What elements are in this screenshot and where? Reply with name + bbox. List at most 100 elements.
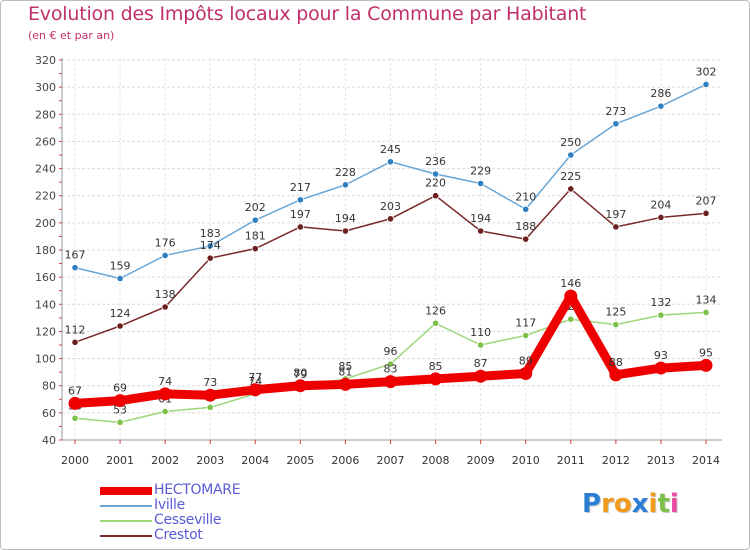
data-point bbox=[206, 254, 214, 262]
data-point bbox=[609, 368, 623, 382]
legend-item: Crestot bbox=[100, 528, 320, 543]
data-label: 95 bbox=[699, 346, 713, 359]
legend-label: HECTOMARE bbox=[154, 482, 241, 498]
data-point bbox=[251, 245, 259, 253]
data-point bbox=[657, 311, 665, 319]
data-label: 183 bbox=[200, 227, 221, 240]
data-label: 302 bbox=[696, 65, 717, 78]
data-label: 80 bbox=[293, 367, 307, 380]
x-tick-label: 2002 bbox=[151, 454, 179, 467]
data-point bbox=[386, 360, 395, 368]
data-label: 197 bbox=[605, 208, 626, 221]
data-point bbox=[477, 341, 485, 349]
data-point bbox=[206, 403, 214, 412]
data-point bbox=[657, 213, 665, 222]
data-label: 194 bbox=[335, 212, 356, 225]
data-point bbox=[564, 289, 578, 303]
x-tick-label: 2004 bbox=[241, 454, 269, 467]
data-label: 228 bbox=[335, 166, 356, 179]
x-tick-label: 2014 bbox=[692, 454, 720, 467]
data-label: 53 bbox=[113, 403, 127, 416]
y-tick-label: 100 bbox=[35, 353, 56, 366]
data-point bbox=[612, 120, 620, 128]
logo-letter: i bbox=[648, 489, 658, 519]
x-tick-label: 2012 bbox=[602, 454, 630, 467]
data-point bbox=[431, 192, 440, 200]
data-label: 81 bbox=[338, 365, 352, 378]
logo-letter: P bbox=[582, 489, 602, 519]
y-tick-label: 300 bbox=[35, 81, 56, 94]
logo-letter: x bbox=[631, 489, 649, 519]
x-tick-label: 2006 bbox=[331, 454, 359, 467]
data-point bbox=[702, 209, 710, 217]
legend-label: Crestot bbox=[154, 527, 203, 543]
y-tick-label: 120 bbox=[35, 325, 56, 338]
data-label: 210 bbox=[515, 190, 536, 203]
data-label: 202 bbox=[245, 201, 266, 214]
data-point bbox=[113, 394, 127, 408]
data-point bbox=[206, 242, 214, 250]
data-label: 79 bbox=[293, 368, 307, 381]
data-label: 197 bbox=[290, 208, 311, 221]
x-tick-label: 2010 bbox=[512, 454, 540, 467]
data-point bbox=[161, 303, 169, 311]
legend-item: HECTOMARE bbox=[100, 483, 320, 498]
data-label: 96 bbox=[384, 345, 398, 358]
y-tick-label: 80 bbox=[42, 380, 56, 393]
data-point bbox=[567, 185, 575, 193]
legend-swatch bbox=[100, 520, 152, 522]
data-point bbox=[71, 338, 79, 346]
y-tick-label: 220 bbox=[35, 190, 56, 203]
x-tick-label: 2013 bbox=[647, 454, 675, 467]
data-label: 89 bbox=[519, 355, 533, 368]
data-label: 117 bbox=[515, 317, 536, 330]
y-tick-label: 200 bbox=[35, 217, 56, 230]
data-label: 167 bbox=[65, 249, 86, 262]
data-point bbox=[251, 216, 259, 224]
data-point bbox=[612, 223, 620, 231]
data-label: 250 bbox=[560, 136, 581, 149]
data-point bbox=[296, 196, 304, 204]
logo-letter: o bbox=[613, 489, 632, 519]
data-label: 204 bbox=[650, 198, 671, 211]
data-label: 77 bbox=[248, 371, 262, 384]
data-label: 245 bbox=[380, 143, 401, 156]
data-point bbox=[567, 315, 575, 323]
y-tick-label: 260 bbox=[35, 135, 56, 148]
data-label: 225 bbox=[560, 170, 581, 183]
data-label: 203 bbox=[380, 200, 401, 213]
data-label: 134 bbox=[696, 293, 717, 306]
y-tick-label: 180 bbox=[35, 244, 56, 257]
legend-swatch bbox=[100, 487, 152, 495]
data-label: 125 bbox=[605, 306, 626, 319]
chart-title: Evolution des Impôts locaux pour la Comm… bbox=[28, 3, 587, 25]
data-label: 217 bbox=[290, 181, 311, 194]
legend-item: Iville bbox=[100, 498, 320, 513]
data-point bbox=[158, 387, 172, 401]
data-point bbox=[429, 372, 443, 386]
data-point bbox=[654, 361, 668, 375]
legend-item: Cesseville bbox=[100, 513, 320, 528]
x-tick-label: 2001 bbox=[106, 454, 134, 467]
legend-swatch bbox=[100, 505, 152, 507]
data-label: 146 bbox=[560, 277, 581, 290]
data-label: 74 bbox=[158, 375, 172, 388]
data-point bbox=[116, 418, 124, 426]
data-point bbox=[384, 375, 397, 389]
data-point bbox=[71, 414, 79, 422]
data-point bbox=[386, 215, 395, 223]
data-label: 124 bbox=[110, 307, 131, 320]
logo-letter: t bbox=[657, 489, 670, 519]
y-tick-label: 60 bbox=[42, 407, 56, 420]
data-label: 85 bbox=[429, 360, 443, 373]
chart-subtitle: (en € et par an) bbox=[28, 29, 115, 42]
data-label: 132 bbox=[650, 296, 671, 309]
data-point bbox=[522, 331, 530, 340]
x-tick-label: 2003 bbox=[196, 454, 224, 467]
data-label: 67 bbox=[68, 384, 82, 397]
data-label: 110 bbox=[470, 326, 491, 339]
data-point bbox=[71, 264, 79, 272]
data-point bbox=[161, 251, 169, 260]
data-label: 69 bbox=[113, 382, 127, 395]
